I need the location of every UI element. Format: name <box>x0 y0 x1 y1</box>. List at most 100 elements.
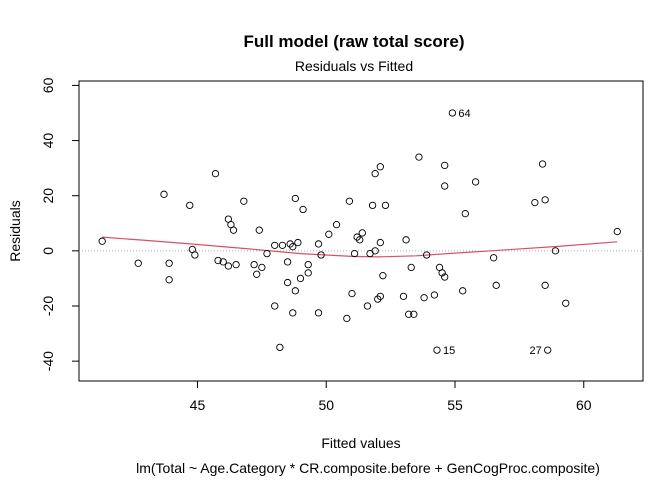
data-point <box>314 309 323 317</box>
data-point <box>376 238 384 247</box>
model-formula-caption: lm(Total ~ Age.Category * CR.composite.b… <box>136 460 600 476</box>
data-point <box>356 236 364 244</box>
data-point <box>448 109 457 117</box>
data-point <box>358 229 366 237</box>
data-point <box>376 163 384 171</box>
y-tick-label: 40 <box>40 133 56 149</box>
data-point <box>363 302 372 310</box>
data-point <box>381 201 390 210</box>
data-point <box>531 198 539 207</box>
data-point <box>278 241 287 249</box>
data-point <box>224 262 233 270</box>
data-point <box>441 273 449 281</box>
data-point <box>255 226 263 234</box>
data-point <box>433 346 441 354</box>
smooth-line-group <box>102 236 618 258</box>
data-point <box>368 201 377 210</box>
data-point <box>289 243 297 251</box>
data-point <box>538 160 547 168</box>
data-point <box>420 294 428 302</box>
data-point <box>492 281 500 289</box>
data-point <box>379 272 387 280</box>
y-tick-label: 60 <box>40 77 56 93</box>
data-point <box>98 237 106 245</box>
data-point <box>211 169 220 178</box>
data-point <box>350 249 359 258</box>
data-point <box>160 190 168 198</box>
data-point <box>229 226 238 234</box>
data-point <box>551 247 560 255</box>
data-point <box>263 249 271 258</box>
data-point <box>232 260 240 269</box>
data-point <box>332 221 341 229</box>
scatter-points <box>98 109 621 354</box>
data-point <box>345 197 354 205</box>
data-point <box>304 269 312 277</box>
data-point <box>441 161 449 170</box>
data-point <box>283 258 292 266</box>
data-point <box>343 314 351 323</box>
point-label: 64 <box>458 108 470 120</box>
x-tick-label: 60 <box>576 397 592 413</box>
x-tick-label: 55 <box>447 397 463 413</box>
data-point <box>165 276 173 284</box>
x-axis: 45 50 55 60 <box>190 380 592 413</box>
data-point <box>250 260 258 269</box>
point-labels: 15 64 27 <box>443 108 542 357</box>
data-point <box>423 251 431 259</box>
x-tick-label: 50 <box>318 397 334 413</box>
data-point <box>415 153 423 161</box>
data-point <box>613 227 621 236</box>
y-tick-label: 0 <box>40 247 56 255</box>
data-point <box>438 269 446 277</box>
data-point <box>544 346 552 354</box>
data-point <box>291 287 299 295</box>
data-point <box>134 259 142 267</box>
x-axis-label: Fitted values <box>321 435 400 451</box>
data-point <box>399 292 408 300</box>
data-point <box>348 289 356 298</box>
data-point <box>489 254 498 262</box>
data-point <box>299 205 307 214</box>
x-tick-label: 45 <box>190 397 206 413</box>
data-point <box>459 287 467 295</box>
plot-frame <box>78 80 644 382</box>
data-point <box>214 256 222 265</box>
data-point <box>191 251 199 259</box>
data-point <box>165 259 173 267</box>
point-label: 15 <box>443 345 455 357</box>
data-point <box>296 274 305 283</box>
y-tick-label: 20 <box>40 188 56 204</box>
y-axis: -40 -20 0 20 40 60 <box>40 77 80 371</box>
smooth-line <box>102 236 618 258</box>
data-point <box>271 302 279 310</box>
data-point <box>291 194 299 203</box>
data-point <box>404 310 413 318</box>
data-point <box>294 238 302 247</box>
data-point <box>276 343 284 352</box>
data-point <box>271 241 279 249</box>
data-point <box>461 209 469 218</box>
data-point <box>441 182 449 190</box>
data-point <box>402 236 410 244</box>
data-point <box>471 178 480 186</box>
point-label: 27 <box>529 345 541 357</box>
y-tick-label: -40 <box>40 351 56 371</box>
data-point <box>258 263 266 272</box>
data-point <box>430 291 439 299</box>
data-point <box>317 251 325 259</box>
chart-subtitle: Residuals vs Fitted <box>295 58 413 74</box>
data-point <box>186 201 194 210</box>
data-point <box>541 281 549 289</box>
data-point <box>240 197 248 205</box>
y-tick-label: -20 <box>40 296 56 316</box>
data-point <box>283 278 292 287</box>
data-point <box>304 260 312 269</box>
data-point <box>219 258 227 266</box>
data-point <box>371 247 379 255</box>
data-point <box>407 263 415 272</box>
data-point <box>314 240 323 248</box>
data-point <box>541 196 549 204</box>
chart-title: Full model (raw total score) <box>243 32 464 51</box>
data-point <box>325 230 333 238</box>
